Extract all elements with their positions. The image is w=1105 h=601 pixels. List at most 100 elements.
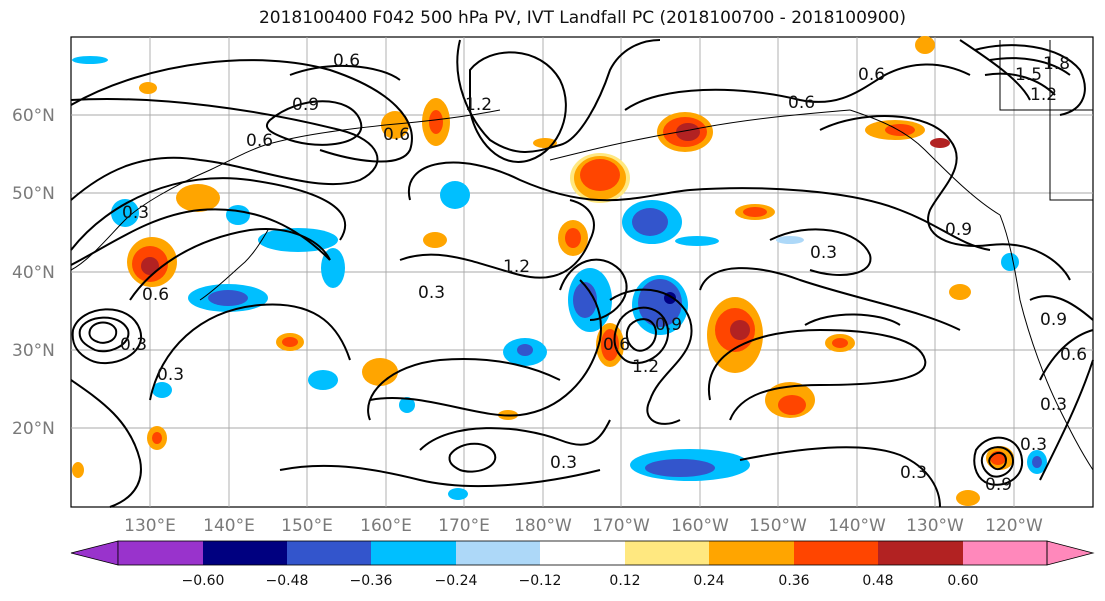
lon-label: 120°W xyxy=(985,516,1043,536)
shade-blob xyxy=(1001,253,1019,271)
colorbar-tick-label: 0.24 xyxy=(693,573,724,589)
contour-label: 0.6 xyxy=(246,131,273,151)
shade-blob xyxy=(743,207,767,217)
colorbar-cell xyxy=(878,541,963,565)
contour-labels: 0.6 0.9 1.2 0.6 0.6 0.6 1.8 1.5 1.2 0.6 … xyxy=(120,51,1087,495)
contour-line xyxy=(613,306,670,365)
contour-line xyxy=(70,59,413,163)
shade-blob xyxy=(282,337,298,347)
colorbar-tick-label: 0.12 xyxy=(609,573,640,589)
shade-blob xyxy=(956,490,980,506)
colorbar-cell xyxy=(371,541,456,565)
lon-label: 150°W xyxy=(749,516,807,536)
colorbar-cell xyxy=(963,541,1047,565)
contour-line xyxy=(624,63,971,111)
contour-label: 0.3 xyxy=(157,365,184,385)
contour-label: 0.3 xyxy=(1020,435,1047,455)
colorbar-tick-label: 0.48 xyxy=(862,573,893,589)
japan-coast xyxy=(199,229,269,301)
contour-label: 0.9 xyxy=(655,315,682,335)
colorbar-tick-label: −0.48 xyxy=(266,573,309,589)
shade-blob xyxy=(423,232,447,248)
border-line xyxy=(999,40,1093,111)
contour-label: 0.6 xyxy=(333,51,360,71)
contour-line xyxy=(959,39,1031,101)
contour-line xyxy=(70,379,142,508)
contour-label: 0.9 xyxy=(985,475,1012,495)
colorbar-tick-label: 0.36 xyxy=(778,573,809,589)
us-coast xyxy=(999,214,1094,471)
lat-label: 60°N xyxy=(12,106,55,126)
colorbar-cell xyxy=(794,541,878,565)
lat-label: 40°N xyxy=(12,263,55,283)
shade-blob xyxy=(152,432,162,444)
shade-blob xyxy=(208,290,248,306)
canada-coast xyxy=(849,109,1001,216)
contour-line xyxy=(707,328,927,421)
shade-blob xyxy=(308,370,338,390)
contour-line xyxy=(407,161,991,251)
shade-blob xyxy=(915,36,935,54)
contour-label: 0.6 xyxy=(142,285,169,305)
shade-blob xyxy=(580,159,620,191)
contour-line xyxy=(149,303,351,401)
contour-line xyxy=(980,446,1015,478)
contour-line xyxy=(129,228,331,301)
contour-label: 0.3 xyxy=(122,203,149,223)
shade-blob xyxy=(448,488,468,500)
alaska-coast xyxy=(549,109,851,161)
contour-label: 1.2 xyxy=(465,95,492,115)
ivt-contours xyxy=(70,39,1094,508)
colorbar-frame xyxy=(117,540,1048,566)
contour-line xyxy=(819,115,1071,281)
contour-line xyxy=(804,313,901,326)
contour-line xyxy=(984,72,1056,96)
contour-label: 0.6 xyxy=(858,65,885,85)
lon-label: 160°W xyxy=(671,516,729,536)
colorbar-cell xyxy=(203,541,287,565)
shade-blob xyxy=(930,138,950,148)
contour-line xyxy=(989,57,1071,76)
contour-label: 0.3 xyxy=(900,463,927,483)
contour-line xyxy=(265,100,363,146)
shade-blob xyxy=(778,395,806,415)
contour-line xyxy=(625,318,658,352)
colorbar-cell xyxy=(625,541,709,565)
shade-blob xyxy=(573,282,597,318)
shade-blob xyxy=(730,320,750,340)
contour-label: 1.5 xyxy=(1015,65,1042,85)
shade-blob xyxy=(429,110,443,134)
longitude-labels: 130°E 140°E 150°E 160°E 170°E 180°W 170°… xyxy=(124,516,1043,536)
contour-label: 0.6 xyxy=(1060,345,1087,365)
colorbar-cell xyxy=(456,541,540,565)
shade-blob xyxy=(638,279,682,327)
contour-line xyxy=(369,279,602,417)
contour-label: 0.9 xyxy=(1040,310,1067,330)
colorbar-tick-label: −0.12 xyxy=(519,573,562,589)
contour-label: 1.2 xyxy=(503,257,530,277)
contour-line xyxy=(1039,359,1094,481)
lat-label: 30°N xyxy=(12,341,55,361)
contour-line xyxy=(973,436,1024,486)
colorbar-cell xyxy=(540,541,625,565)
contour-label: 0.3 xyxy=(810,243,837,263)
shade-blob xyxy=(832,338,848,348)
lon-label: 180°W xyxy=(514,516,572,536)
contour-line xyxy=(559,258,628,321)
contour-line xyxy=(448,442,497,473)
colorbar-cell xyxy=(709,541,794,565)
lon-label: 170°E xyxy=(438,516,490,536)
lon-label: 160°E xyxy=(360,516,412,536)
lat-label: 50°N xyxy=(12,184,55,204)
shade-blob xyxy=(381,111,409,139)
contour-line xyxy=(974,44,1086,116)
contour-line xyxy=(1029,295,1094,321)
contour-line xyxy=(289,65,401,81)
shade-blob xyxy=(632,208,668,236)
colorbar-extend-right xyxy=(1046,540,1095,566)
shade-blob xyxy=(676,123,700,141)
contour-line xyxy=(71,308,143,365)
shade-blob xyxy=(226,205,250,225)
colorbar-extend-left xyxy=(70,540,119,566)
contour-line xyxy=(469,51,567,163)
